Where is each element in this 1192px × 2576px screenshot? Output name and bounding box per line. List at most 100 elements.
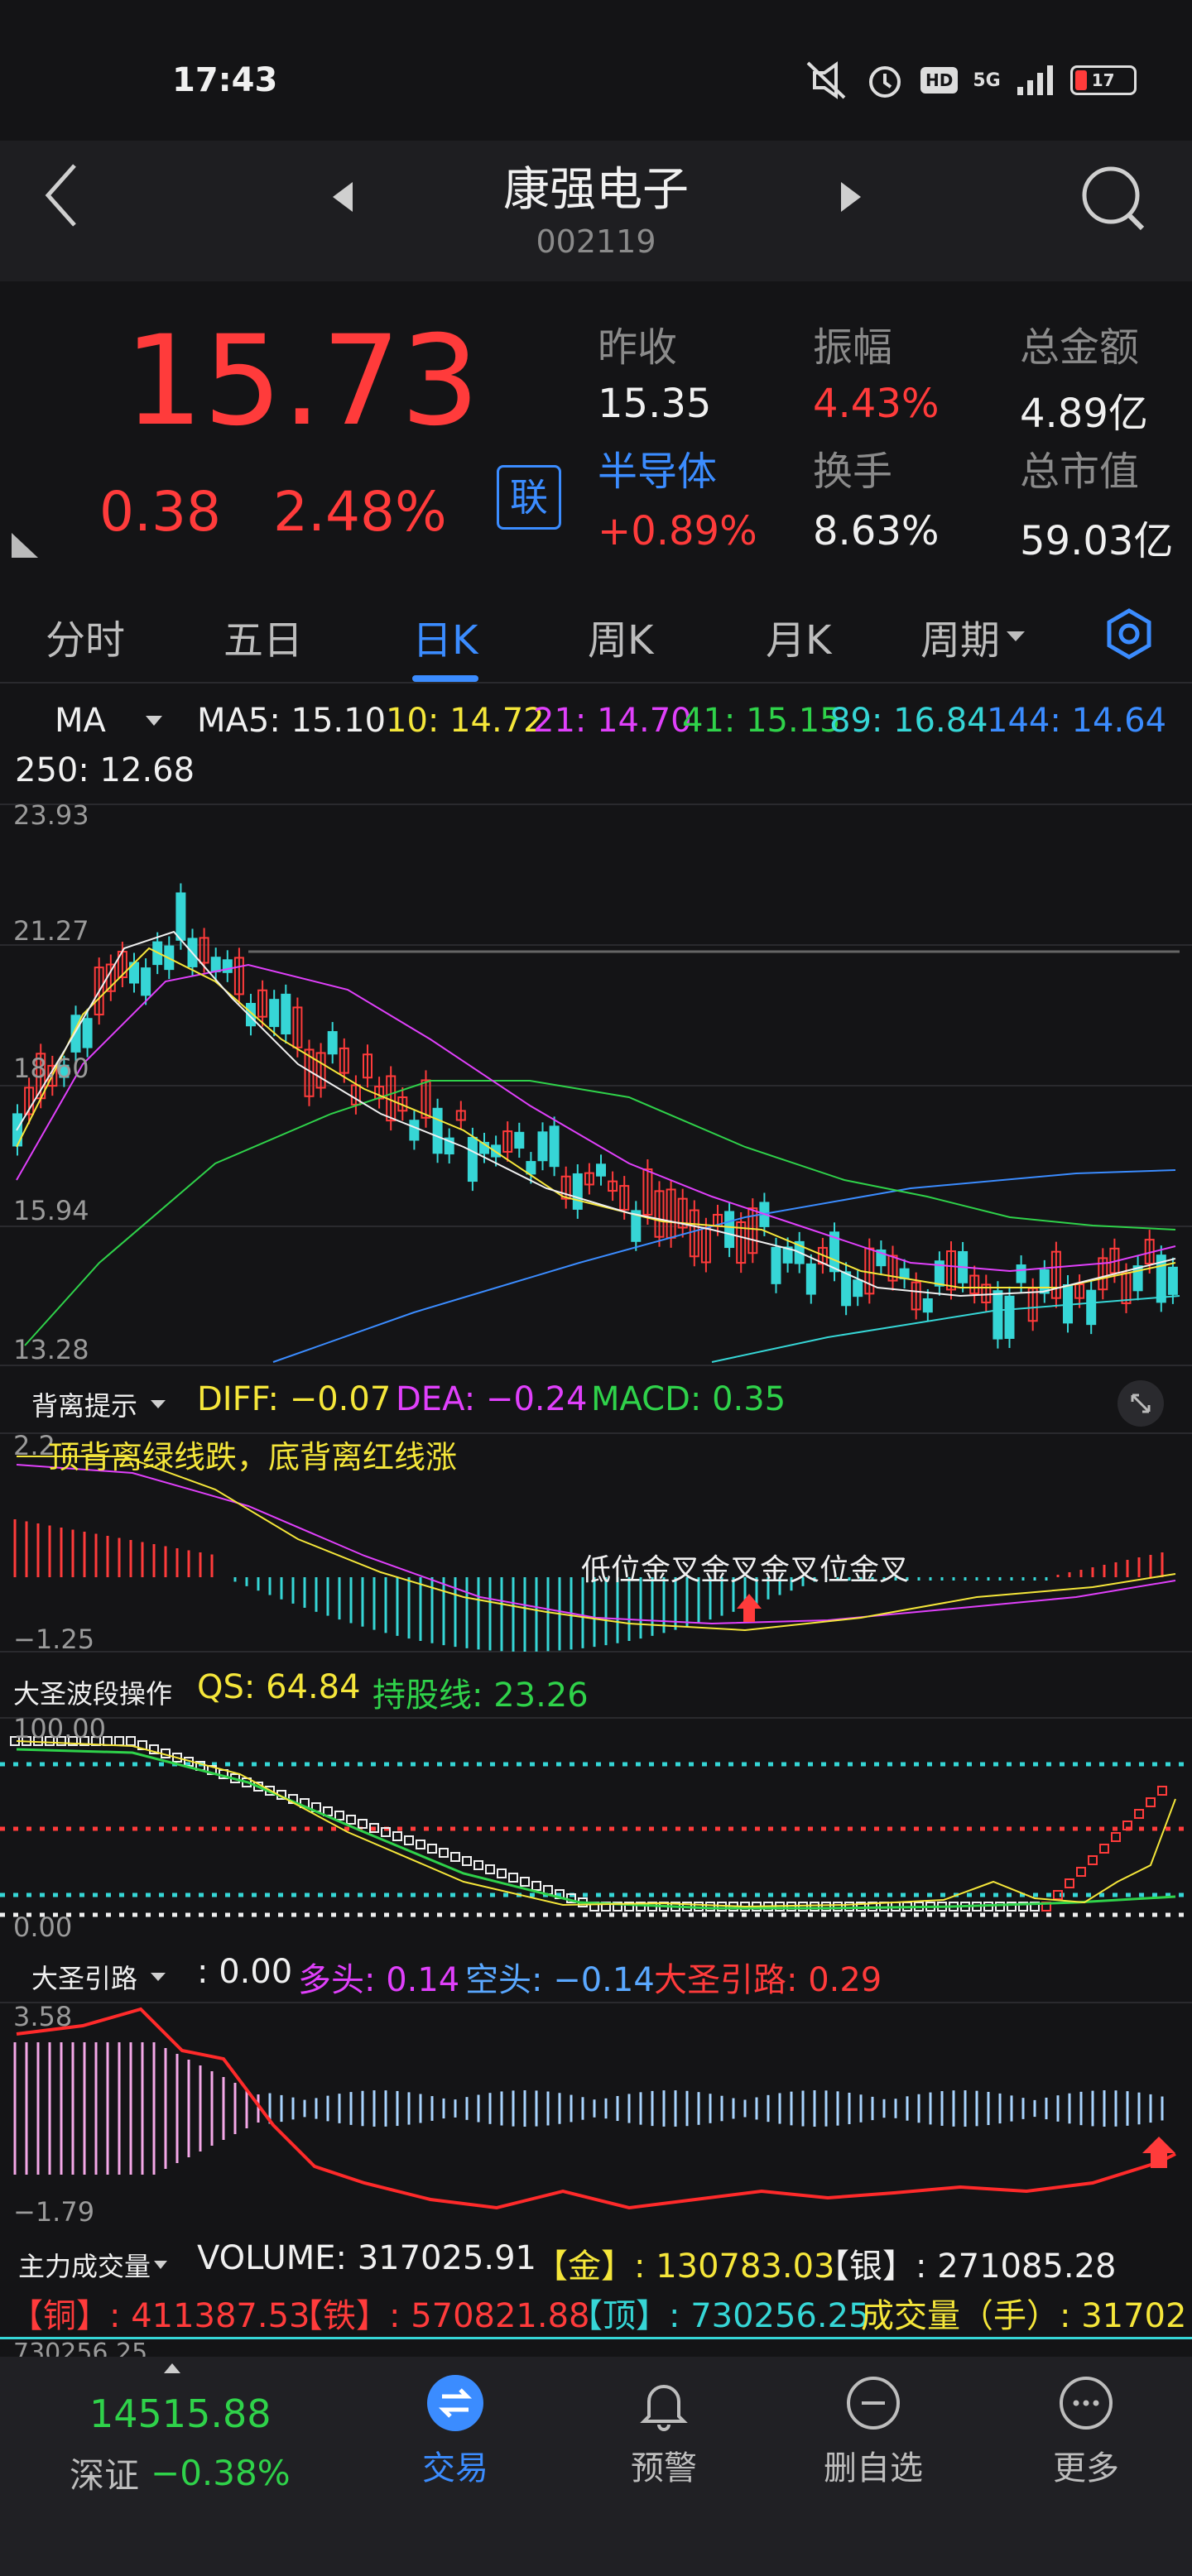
volume-selector-label: 主力成交量 xyxy=(18,2251,151,2282)
status-icons: HD 5G 17 xyxy=(803,60,1137,101)
candle-body xyxy=(829,1231,839,1273)
wave-box xyxy=(810,1902,820,1912)
nav-item-alert[interactable]: 预警 xyxy=(614,2373,714,2489)
wave-box xyxy=(369,1823,379,1833)
wave-box xyxy=(705,1902,715,1912)
chevron-down-icon xyxy=(145,716,162,726)
index-value[interactable]: 14515.88 xyxy=(89,2391,272,2436)
candle-body xyxy=(1039,1269,1050,1294)
stat-value: 4.89亿 xyxy=(1020,391,1148,437)
macd-header: 背离提示 DIFF: −0.07 DEA: −0.24 MACD: 0.35 xyxy=(0,1375,1192,1428)
prev-stock-icon[interactable] xyxy=(331,180,356,213)
nav-item-more[interactable]: 更多 xyxy=(1036,2373,1136,2489)
next-stock-icon[interactable] xyxy=(838,180,863,213)
candle-body xyxy=(479,1141,489,1154)
nav-item-remove[interactable]: 删自选 xyxy=(807,2373,940,2489)
y-axis-label: 23.93 xyxy=(13,799,89,831)
nav-item-trade[interactable]: 交易 xyxy=(406,2373,505,2489)
stock-name: 康强电子 xyxy=(503,163,689,217)
link-badge[interactable]: 联 xyxy=(497,465,561,530)
candle-body xyxy=(654,1190,665,1238)
kline-chart[interactable]: 23.93 21.27 18.60 15.94 13.28 xyxy=(0,799,1192,1370)
top-value: 【顶】: 730256.25 xyxy=(570,2297,870,2335)
period-tabs: 分时 五日 日K 周K 月K 周期 xyxy=(0,583,1192,684)
candle-body xyxy=(1167,1266,1178,1295)
road-svg xyxy=(0,2002,1192,2210)
y-axis-label: 21.27 xyxy=(13,915,89,947)
road-value: 大圣引路: 0.29 xyxy=(654,1961,882,1999)
expand-icon xyxy=(1131,1394,1151,1413)
stat-value: 59.03亿 xyxy=(1020,518,1174,564)
ma250-value: 250: 12.68 xyxy=(15,751,195,789)
volume-selector[interactable]: 主力成交量 xyxy=(18,2246,169,2284)
caret-up-icon[interactable] xyxy=(162,2362,182,2375)
tab-minute[interactable]: 分时 xyxy=(46,617,126,664)
expand-button[interactable] xyxy=(1118,1380,1164,1427)
road-line xyxy=(16,2007,1176,2210)
wave-box xyxy=(473,1860,483,1870)
chevron-down-icon xyxy=(154,2261,168,2269)
diff-line xyxy=(17,1456,1176,1632)
candle-body xyxy=(315,1052,326,1089)
wave-box xyxy=(68,1736,78,1746)
candle-body xyxy=(922,1298,933,1313)
candle-body xyxy=(1098,1257,1108,1291)
more-icon xyxy=(1060,2377,1113,2430)
wave-selector[interactable]: 大圣波段操作 xyxy=(13,1678,173,1710)
stat-value: 4.43% xyxy=(813,381,940,427)
index-name: 深证 xyxy=(70,2455,140,2496)
candle-body xyxy=(292,1006,303,1048)
road-header: 大圣引路 : 0.00 多头: 0.14 空头: −0.14 大圣引路: 0.2… xyxy=(0,1950,1192,1999)
macd-chart[interactable]: 2.2 顶背离绿线跌，底背离红线涨 低位金叉金叉金叉位金叉 −1.25 xyxy=(0,1430,1192,1655)
wave-box xyxy=(1076,1867,1086,1877)
ma5-line xyxy=(16,930,1176,1298)
turnover-value: 成交量（手）: 31702 xyxy=(861,2297,1187,2335)
tab-week-k[interactable]: 周K xyxy=(588,617,654,664)
road-selector[interactable]: 大圣引路 xyxy=(31,1958,167,1996)
candle-body xyxy=(59,1064,70,1078)
candle-body xyxy=(1132,1265,1143,1292)
candle-body xyxy=(526,1161,536,1175)
tab-day-k[interactable]: 日K xyxy=(412,617,478,664)
ma89-line xyxy=(711,1295,1180,1363)
candle-body xyxy=(805,1263,816,1295)
tab-month-k[interactable]: 月K xyxy=(766,617,832,664)
candle-body xyxy=(853,1279,863,1298)
wave-box xyxy=(485,1864,495,1874)
ma-selector[interactable]: MA xyxy=(55,702,164,740)
candle-body xyxy=(934,1260,944,1287)
macd-svg xyxy=(0,1432,1192,1653)
macd-selector[interactable]: 背离提示 xyxy=(31,1385,167,1423)
back-icon[interactable] xyxy=(41,162,83,228)
qs-line xyxy=(16,1740,1176,1908)
short-value: 空头: −0.14 xyxy=(465,1961,655,1999)
volume-header: 主力成交量 VOLUME: 317025.91 【金】: 130783.03 【… xyxy=(0,2234,1192,2342)
wave-box xyxy=(416,1840,425,1849)
road-y-top: 3.58 xyxy=(13,2001,73,2032)
candle-body xyxy=(502,1130,513,1153)
stat-value: +0.89% xyxy=(598,508,757,554)
index-summary[interactable]: 深证 −0.38% xyxy=(70,2448,291,2498)
stock-code: 002119 xyxy=(536,223,656,260)
candle-body xyxy=(514,1131,525,1149)
candle-body xyxy=(281,993,291,1035)
candle-body xyxy=(363,1053,372,1079)
candle-body xyxy=(47,1064,58,1087)
wave-box xyxy=(613,1902,622,1912)
ma21-value: 21: 14.70 xyxy=(533,702,692,740)
nav-label-more: 更多 xyxy=(1053,2449,1119,2487)
wave-chart[interactable]: 100.00 0.00 xyxy=(0,1713,1192,1948)
search-icon[interactable] xyxy=(1076,161,1151,235)
qs-value: QS: 64.84 xyxy=(197,1668,361,1706)
candle-body xyxy=(642,1168,653,1216)
sector-label[interactable]: 半导体 xyxy=(598,449,718,495)
candle-body xyxy=(70,1015,81,1053)
candle-body xyxy=(572,1173,583,1210)
tab-five-day[interactable]: 五日 xyxy=(223,617,304,664)
candle-body xyxy=(175,892,186,941)
settings-gear-icon[interactable] xyxy=(1103,607,1156,660)
tab-period[interactable]: 周期 xyxy=(920,607,1026,665)
ma10-line xyxy=(16,947,1176,1288)
road-chart[interactable]: 3.58 −1.79 xyxy=(0,2001,1192,2228)
battery-icon: 17 xyxy=(1069,65,1137,95)
